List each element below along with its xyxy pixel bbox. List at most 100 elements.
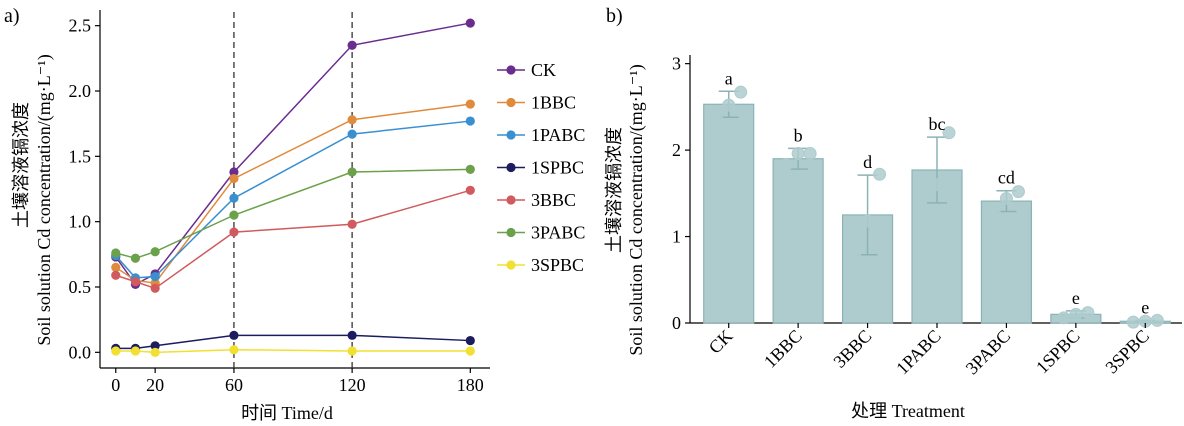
panel-a: a) 0.0 0.5 1.0 1.5 2.0 2.5 0 20 60 120 180 CK 1BBC 1… (4, 5, 585, 423)
legend-label-3BBC: 3BBC (531, 190, 576, 210)
data-point-3PABC (150, 247, 160, 257)
significance-letter-3BBC: d (863, 152, 872, 172)
significance-letter-1PABC: bc (929, 114, 946, 134)
legend-label-3SPBC: 3SPBC (531, 255, 584, 275)
panel-b-y-tick-label: 0 (672, 313, 681, 333)
data-point-1PABC (347, 129, 357, 139)
panel-b-y-tick-label: 2 (672, 140, 681, 160)
significance-letter-CK: a (725, 68, 733, 88)
significance-letter-1BBC: b (794, 125, 803, 145)
data-point-3SPBC (150, 347, 160, 357)
panel-a-x-axis-label: 时间 Time/d (241, 403, 333, 423)
panel-b-y-axis-label-en: Soil solution Cd concentration/(mg·L⁻¹) (626, 64, 647, 355)
panel-a-x-tick-label: 180 (457, 375, 484, 395)
panel-a-legend: CK 1BBC 1PABC 1SPBC 3BBC 3PABC 3SPBC (497, 60, 585, 275)
data-point-3SPBC (229, 345, 239, 355)
panel-b: b) 0 1 2 3 a CK b 1BBC d 3BBC bc 1PABC cd 3PABC e 1SPB… (604, 5, 1182, 421)
panel-b-y-axis-label-cn: 土壤溶液镉浓度 (604, 127, 624, 253)
legend-label-CK: CK (531, 60, 556, 80)
data-point-1BBC (465, 99, 475, 109)
bar-3PABC (980, 200, 1033, 324)
panel-a-label: a) (4, 5, 20, 27)
series-line-1PABC (115, 120, 471, 279)
data-point-1PABC (229, 193, 239, 203)
data-point-3BBC (347, 219, 357, 229)
data-point-3BBC (130, 277, 141, 287)
legend-label-1BBC: 1BBC (531, 93, 576, 113)
data-point-3BBC (111, 270, 121, 280)
replicate-point-CK (734, 85, 748, 99)
series-line-1SPBC (115, 334, 471, 350)
data-point-3SPBC (465, 346, 475, 356)
replicate-point-1PABC (942, 126, 956, 140)
replicate-point-3BBC (861, 214, 875, 228)
legend-marker-CK (506, 65, 516, 75)
data-point-3BBC (465, 185, 475, 195)
panel-b-y-tick-label: 1 (672, 227, 681, 247)
significance-letter-3PABC: cd (998, 168, 1015, 188)
bar-CK (703, 103, 755, 324)
series-line-3SPBC (115, 348, 471, 354)
significance-letter-1SPBC: e (1072, 288, 1080, 308)
data-point-3BBC (229, 227, 239, 237)
replicate-point-1BBC (779, 158, 793, 172)
category-label-1BBC: 1BBC (760, 326, 806, 372)
panel-a-y-tick-label: 2.0 (69, 81, 92, 101)
panel-a-y-axis-label-en: Soil solution Cd concentration/(mg·L⁻¹) (34, 54, 55, 345)
series-line-3PABC (115, 168, 471, 260)
panel-a-y-tick-label: 0.5 (69, 277, 92, 297)
panel-a-y-tick-label: 0.0 (69, 342, 92, 362)
legend-marker-1BBC (506, 97, 516, 108)
panel-a-axes (99, 10, 490, 369)
replicate-point-3SPBC (1150, 313, 1164, 327)
data-point-1SPBC (150, 341, 160, 351)
data-point-3BBC (150, 283, 160, 293)
significance-letter-3SPBC: e (1141, 297, 1149, 317)
data-point-1SPBC (347, 330, 357, 340)
panel-a-ticks: 0.0 0.5 1.0 1.5 2.0 2.5 0 20 60 120 180 (69, 16, 484, 395)
panel-a-x-tick-label: 0 (111, 375, 120, 395)
data-point-1BBC (347, 115, 357, 125)
replicate-point-1BBC (791, 147, 805, 161)
series-line-3BBC (115, 189, 471, 290)
data-point-3PABC (111, 248, 121, 258)
data-point-1SPBC (229, 330, 239, 340)
data-point-CK (347, 40, 357, 50)
data-point-CK (229, 167, 239, 177)
replicate-point-3BBC (873, 167, 887, 181)
panel-a-series (111, 18, 475, 357)
data-point-CK (465, 18, 475, 28)
legend-marker-3SPBC (506, 260, 516, 270)
replicate-point-3BBC (849, 244, 863, 258)
panel-a-y-axis-label-cn: 土壤溶液镉浓度 (11, 102, 31, 228)
data-point-3PABC (347, 167, 357, 177)
panel-a-y-tick-label: 2.5 (69, 16, 92, 36)
data-point-3PABC (465, 164, 475, 175)
replicate-point-3PABC (1011, 185, 1025, 199)
legend-label-1SPBC: 1SPBC (531, 158, 584, 178)
data-point-1SPBC (465, 335, 475, 346)
data-point-3SPBC (111, 346, 121, 356)
legend-marker-3PABC (506, 227, 516, 238)
panel-a-y-tick-label: 1.5 (69, 146, 92, 166)
legend-marker-3BBC (506, 195, 516, 205)
replicate-point-3PABC (987, 206, 1001, 220)
legend-marker-1PABC (506, 130, 516, 140)
data-point-1PABC (465, 116, 475, 126)
panel-a-x-tick-label: 60 (225, 375, 243, 395)
replicate-point-CK (722, 98, 736, 112)
data-point-3PABC (130, 253, 141, 263)
data-point-1BBC (229, 173, 239, 184)
legend-label-3PABC: 3PABC (531, 223, 585, 243)
replicate-point-1SPBC (1081, 306, 1095, 320)
bar-1BBC (772, 158, 824, 324)
category-label-1PABC: 1PABC (892, 326, 945, 379)
data-point-3PABC (229, 210, 239, 220)
replicate-point-1SPBC (1069, 307, 1083, 321)
replicate-point-1PABC (918, 186, 932, 200)
category-label-3PABC: 3PABC (962, 326, 1015, 379)
panel-a-x-tick-label: 120 (339, 375, 366, 395)
data-point-3SPBC (347, 346, 357, 356)
replicate-point-3PABC (999, 192, 1013, 206)
